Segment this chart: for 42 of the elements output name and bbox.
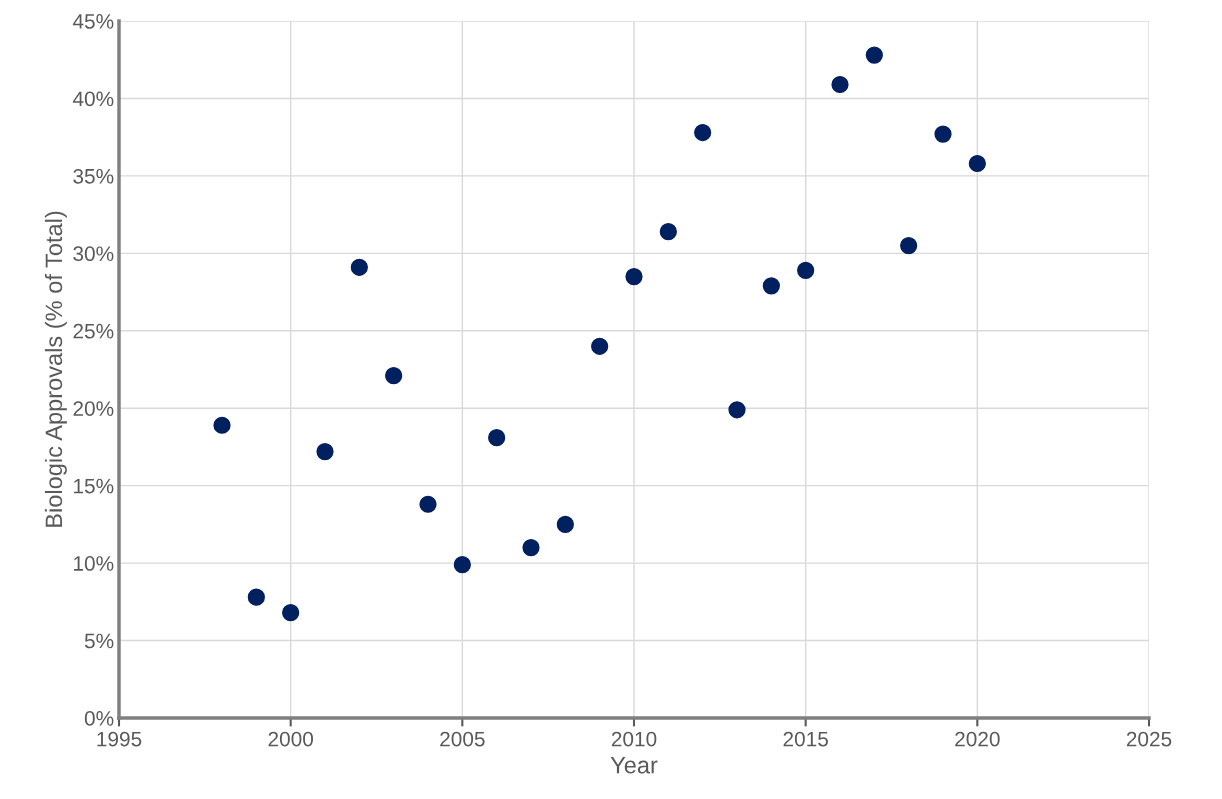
point <box>282 604 300 622</box>
x-tick-label: 2020 <box>955 731 1000 747</box>
y-tick-label: 40% <box>72 91 114 107</box>
y-tick-label: 25% <box>73 323 114 339</box>
x-tick-label: 2000 <box>268 731 314 747</box>
y-tick-label: 20% <box>73 401 114 416</box>
y-tick-label: 45% <box>72 14 114 29</box>
x-tick-label: 2015 <box>783 731 828 747</box>
point <box>350 258 368 276</box>
point <box>522 539 540 557</box>
point <box>797 261 815 279</box>
point <box>694 123 712 142</box>
point <box>831 75 849 94</box>
x-tick-label: 2010 <box>611 731 657 747</box>
y-tick-label: 30% <box>73 246 114 262</box>
y-tick-label: 10% <box>74 556 114 571</box>
point <box>316 442 334 461</box>
y-tick-label: 5% <box>84 633 114 649</box>
x-tick-label: 2005 <box>440 731 485 747</box>
point <box>968 154 986 173</box>
x-tick-label: 2025 <box>1126 731 1172 747</box>
point <box>865 46 883 64</box>
point <box>591 337 609 355</box>
point <box>659 223 677 241</box>
point <box>625 267 643 286</box>
y-tick-label: 15% <box>74 478 114 494</box>
point <box>934 125 952 143</box>
point <box>762 277 780 295</box>
x-tick-label: 1995 <box>97 731 142 747</box>
point <box>419 495 437 513</box>
point <box>556 515 574 534</box>
point <box>213 416 231 434</box>
point <box>385 367 403 385</box>
point <box>900 236 918 255</box>
y-tick-label: 35% <box>73 168 114 184</box>
y-tick-label: 0% <box>84 711 114 726</box>
point <box>728 401 746 419</box>
point <box>247 588 265 606</box>
point <box>488 429 506 447</box>
y-axis-title: Biologic Approvals (% of Total) <box>44 211 67 527</box>
point <box>453 556 471 574</box>
x-axis-title: Year <box>610 757 658 774</box>
